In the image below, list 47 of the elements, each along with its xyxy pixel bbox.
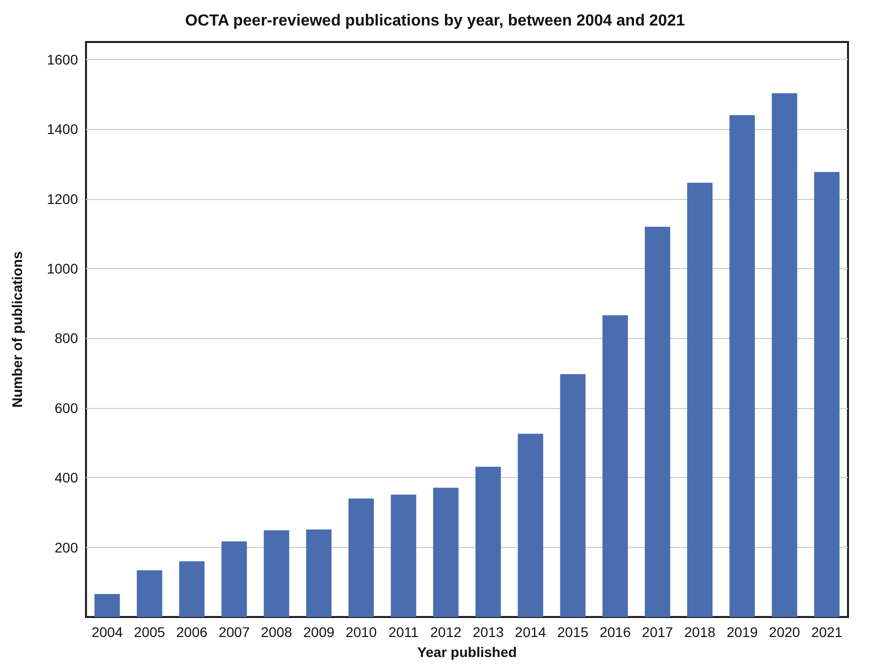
x-tick-label: 2008 bbox=[260, 624, 292, 640]
bar bbox=[348, 498, 374, 617]
y-tick-label: 1000 bbox=[46, 260, 78, 277]
x-tick-label: 2006 bbox=[176, 624, 208, 640]
x-tick-label: 2007 bbox=[218, 624, 250, 640]
x-tick-label: 2012 bbox=[430, 624, 462, 640]
bar bbox=[772, 93, 798, 617]
x-tick-label: 2017 bbox=[642, 624, 674, 640]
y-tick-label: 400 bbox=[54, 470, 78, 486]
x-tick-label: 2013 bbox=[472, 624, 504, 640]
x-tick-label: 2018 bbox=[684, 624, 716, 640]
x-tick-label: 2014 bbox=[514, 624, 546, 640]
y-axis-title: Number of publications bbox=[9, 251, 25, 408]
bar bbox=[814, 172, 840, 617]
bar bbox=[518, 434, 544, 617]
bar bbox=[602, 315, 628, 617]
x-axis-title: Year published bbox=[417, 644, 517, 660]
bar bbox=[475, 466, 501, 617]
x-tick-label: 2010 bbox=[346, 624, 377, 640]
y-tick-label: 800 bbox=[54, 330, 78, 346]
x-tick-label: 2004 bbox=[92, 624, 123, 640]
x-tick-label: 2019 bbox=[726, 624, 758, 640]
bar bbox=[390, 494, 416, 617]
bar bbox=[560, 374, 586, 617]
bar bbox=[433, 488, 459, 617]
bar bbox=[264, 530, 290, 617]
bar bbox=[729, 115, 755, 617]
bar bbox=[94, 594, 120, 617]
bar bbox=[136, 570, 162, 617]
x-tick-label: 2021 bbox=[811, 624, 843, 640]
y-tick-label: 200 bbox=[54, 539, 78, 556]
bar bbox=[221, 541, 247, 617]
x-tick-label: 2009 bbox=[303, 624, 335, 640]
chart-title: OCTA peer-reviewed publications by year, between 2004 and 2021 bbox=[185, 12, 685, 30]
y-tick-label: 1600 bbox=[46, 51, 78, 68]
x-tick-label: 2005 bbox=[134, 624, 166, 640]
y-tick-label: 1200 bbox=[46, 190, 78, 207]
bar bbox=[644, 226, 670, 617]
bar bbox=[306, 530, 332, 617]
x-tick-label: 2015 bbox=[557, 624, 589, 640]
x-tick-label: 2020 bbox=[768, 624, 800, 640]
bar bbox=[687, 182, 713, 617]
y-tick-label: 1400 bbox=[46, 121, 78, 138]
bar bbox=[179, 561, 205, 617]
y-tick-label: 600 bbox=[54, 400, 78, 416]
x-tick-label: 2011 bbox=[388, 624, 419, 640]
x-tick-label: 2016 bbox=[600, 624, 631, 640]
